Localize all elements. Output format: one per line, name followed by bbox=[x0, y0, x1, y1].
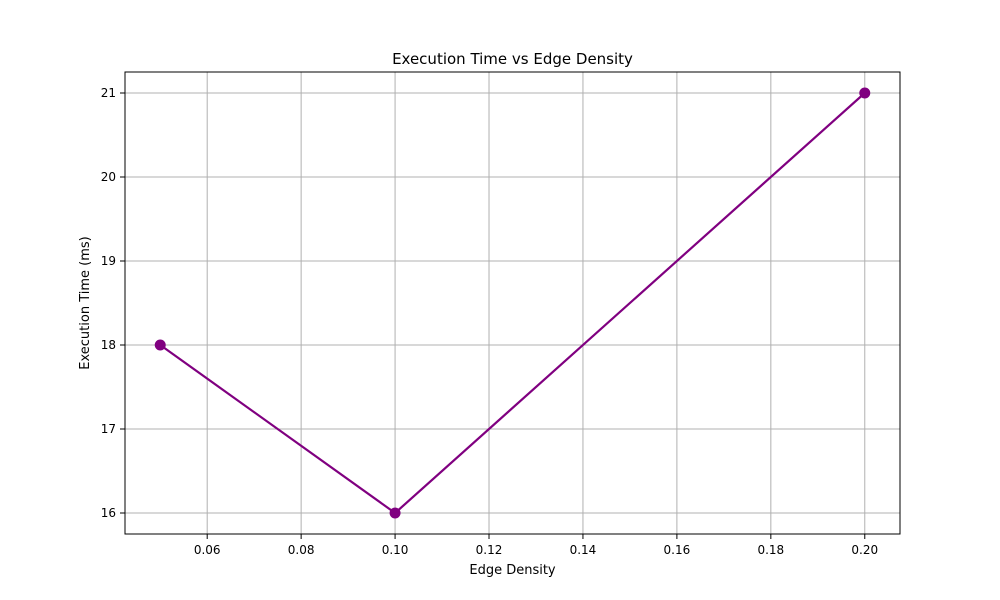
x-tick-label: 0.12 bbox=[476, 543, 503, 557]
tick-labels: 0.06 0.08 0.10 0.12 0.14 0.16 0.18 0.20 16 17 18 19… bbox=[101, 86, 878, 557]
x-tick-label: 0.10 bbox=[382, 543, 409, 557]
data-point bbox=[389, 507, 401, 519]
y-tick-label: 19 bbox=[101, 254, 116, 268]
y-tick-label: 20 bbox=[101, 170, 116, 184]
x-tick-label: 0.16 bbox=[664, 543, 691, 557]
y-tick-label: 21 bbox=[101, 86, 116, 100]
x-axis-label: Edge Density bbox=[469, 563, 556, 578]
y-tick-label: 16 bbox=[101, 506, 116, 520]
x-tick-label: 0.14 bbox=[570, 543, 597, 557]
y-tick-label: 18 bbox=[101, 338, 116, 352]
x-tick-label: 0.08 bbox=[288, 543, 315, 557]
plot-frame bbox=[124, 71, 901, 535]
x-tick-label: 0.06 bbox=[194, 543, 221, 557]
x-tick-label: 0.18 bbox=[757, 543, 784, 557]
data-series bbox=[154, 87, 871, 519]
axis-ticks bbox=[120, 92, 866, 539]
data-point bbox=[154, 339, 166, 351]
chart-title: Execution Time vs Edge Density bbox=[392, 50, 633, 68]
y-axis-label: Execution Time (ms) bbox=[78, 236, 93, 369]
x-tick-label: 0.20 bbox=[851, 543, 878, 557]
data-point bbox=[859, 87, 871, 99]
y-tick-label: 17 bbox=[101, 422, 116, 436]
